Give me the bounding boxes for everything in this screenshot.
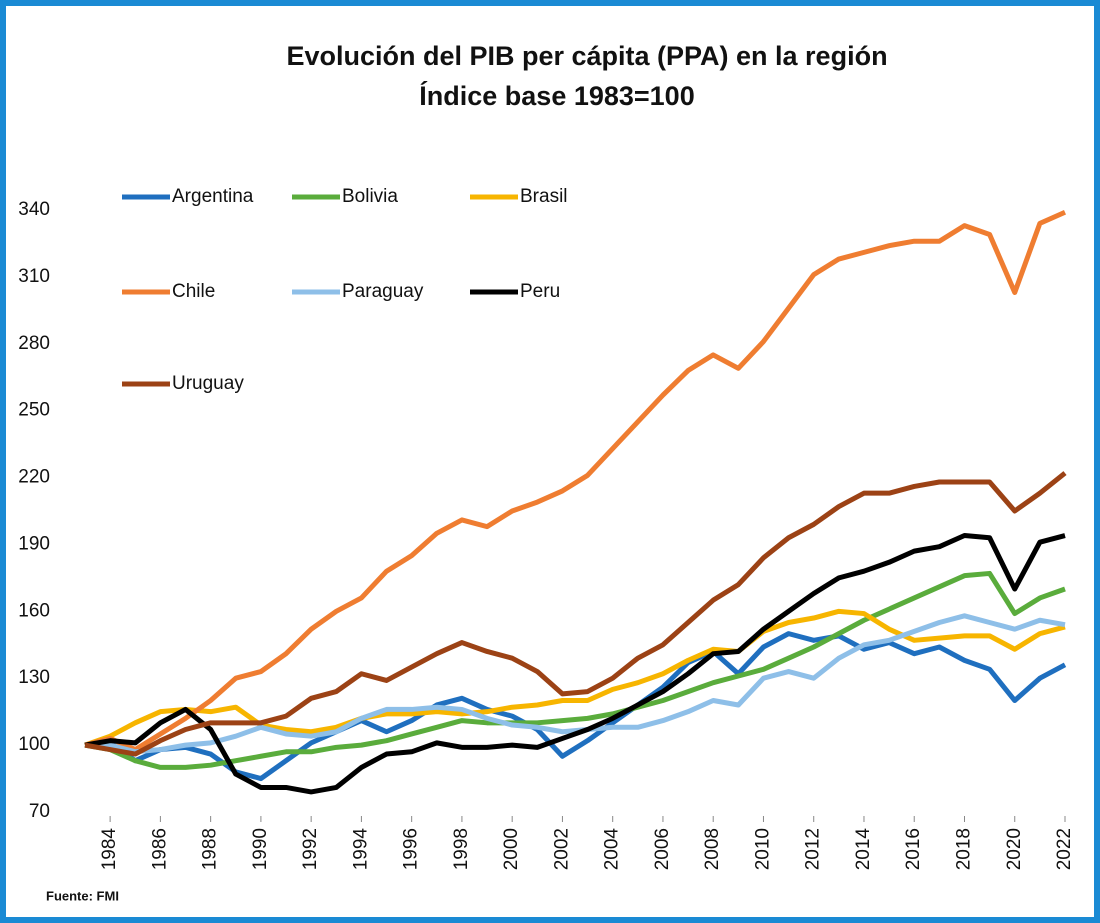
- x-tick-label: 2002: [551, 828, 572, 870]
- x-tick-label: 2000: [501, 828, 522, 870]
- source: Fuente: FMI: [46, 888, 119, 903]
- y-tick-label: 220: [18, 467, 50, 488]
- legend-label: Peru: [520, 281, 560, 302]
- x-tick-label: 2012: [803, 828, 824, 870]
- y-tick-label: 280: [18, 333, 50, 354]
- y-tick-label: 100: [18, 734, 50, 755]
- series-line: [84, 533, 1066, 795]
- legend-label: Chile: [172, 281, 215, 302]
- series-line: [84, 631, 1067, 782]
- y-tick-label: 310: [18, 266, 50, 287]
- legend-label: Brasil: [520, 186, 568, 207]
- legend-label: Bolivia: [342, 186, 398, 207]
- y-tick-label: 190: [18, 533, 50, 554]
- legend-label: Argentina: [172, 186, 254, 207]
- y-tick-label: 250: [18, 400, 50, 421]
- series-line: [84, 471, 1067, 757]
- x-tick-label: 1988: [200, 828, 221, 870]
- x-tick-label: 2020: [1004, 828, 1025, 870]
- x-tick-label: 2014: [853, 828, 874, 871]
- series-line: [84, 209, 1067, 753]
- x-tick-label: 1984: [99, 828, 120, 871]
- legend-label: Paraguay: [342, 281, 424, 302]
- x-tick-label: 2016: [903, 828, 924, 870]
- x-tick-label: 1996: [401, 828, 422, 870]
- x-tick-label: 1992: [300, 828, 321, 870]
- x-tick-label: 2006: [652, 828, 673, 870]
- chart-subtitle: Índice base 1983=100: [419, 80, 694, 111]
- legend-label: Uruguay: [172, 373, 244, 394]
- chart-title: Evolución del PIB per cápita (PPA) en la…: [286, 41, 887, 71]
- x-tick-label: 1986: [149, 828, 170, 870]
- y-tick-label: 340: [18, 199, 50, 220]
- x-tick-label: 2022: [1054, 828, 1075, 870]
- x-tick-label: 2018: [954, 828, 975, 870]
- y-tick-label: 70: [29, 801, 50, 822]
- x-tick-label: 1994: [350, 828, 371, 871]
- x-tick-label: 2004: [602, 828, 623, 871]
- series-line: [84, 570, 1066, 770]
- x-tick-label: 1990: [250, 828, 271, 870]
- x-tick-label: 2008: [702, 828, 723, 870]
- y-tick-label: 160: [18, 600, 50, 621]
- x-tick-label: 2010: [752, 828, 773, 870]
- x-tick-label: 1998: [451, 828, 472, 870]
- series-line: [85, 613, 1066, 755]
- y-tick-label: 130: [18, 667, 50, 688]
